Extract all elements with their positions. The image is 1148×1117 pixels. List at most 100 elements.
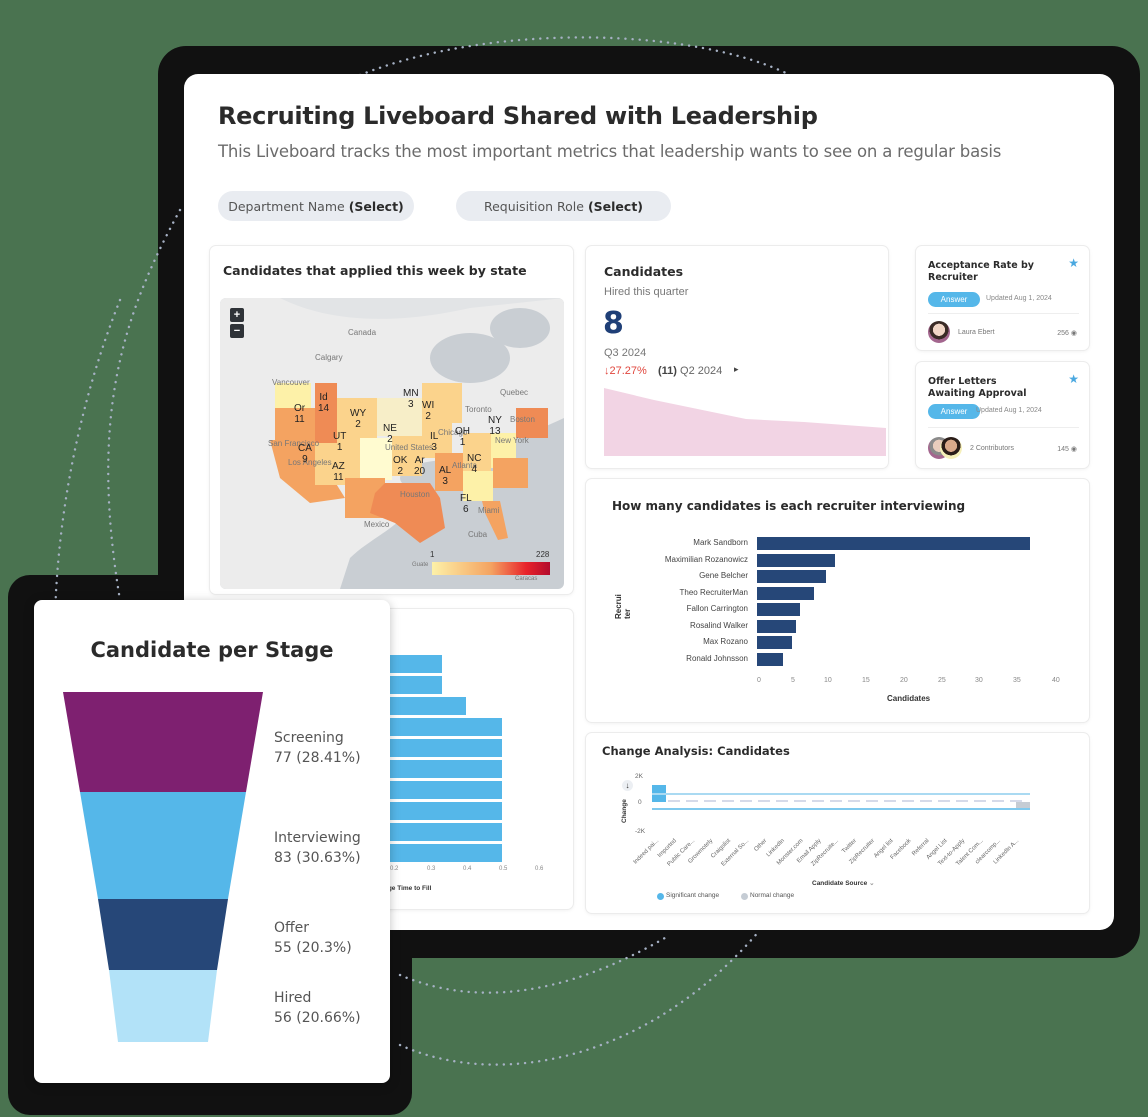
map-card-title: Candidates that applied this week by sta…	[223, 263, 527, 278]
bar[interactable]	[757, 603, 800, 616]
bar[interactable]	[380, 823, 502, 841]
x-axis-label: Candidates	[887, 694, 931, 703]
bar[interactable]	[380, 781, 502, 799]
bar[interactable]	[757, 620, 796, 633]
map-place-label: Mexico	[364, 520, 390, 529]
bar-label: Mark Sandborn	[693, 538, 748, 547]
funnel-stage-hired: Hired 56 (20.66%)	[274, 990, 361, 1026]
change-analysis-card[interactable]: Change Analysis: Candidates ↓ Change 2K …	[586, 733, 1089, 913]
funnel-title: Candidate per Stage	[90, 638, 334, 662]
state-label: IL 3	[430, 431, 439, 453]
map-card[interactable]: Candidates that applied this week by sta…	[210, 246, 573, 594]
choropleth-map[interactable]: + − Canada Calgary Vancouver Quebec Toro…	[220, 298, 564, 589]
bar[interactable]	[380, 802, 502, 820]
map-place-label: Houston	[400, 490, 430, 499]
bar-label: Ronald Johnsson	[686, 654, 748, 663]
map-place-label: Los Angeles	[288, 458, 332, 467]
eye-icon: ◉	[1070, 446, 1077, 453]
map-place-label: Guate	[412, 562, 429, 568]
map-place-label: Calgary	[315, 353, 343, 362]
legend-label: Normal change	[750, 892, 795, 899]
y-tick: 2K	[635, 773, 643, 780]
view-count: 256 ◉	[1057, 330, 1077, 337]
state-label: WY 2	[350, 408, 367, 430]
bar[interactable]	[380, 676, 442, 694]
y-axis-label: Change	[621, 799, 628, 823]
legend-max: 228	[536, 550, 550, 559]
bar[interactable]	[380, 655, 442, 673]
funnel-card[interactable]: Candidate per Stage Screening 77 (28.41%)…	[34, 600, 390, 1083]
kpi-period: Q3 2024	[604, 347, 647, 359]
bar-label: Rosalind Walker	[690, 621, 748, 630]
bar[interactable]	[380, 844, 502, 862]
x-tick: 15	[862, 677, 870, 684]
bar[interactable]	[380, 718, 502, 736]
bar[interactable]	[757, 537, 1030, 550]
legend-dot-significant	[657, 893, 664, 900]
answer-badge: Answer	[928, 404, 980, 419]
map-place-label: Quebec	[500, 388, 529, 397]
bar[interactable]	[380, 697, 466, 715]
page-subtitle: This Liveboard tracks the most important…	[218, 142, 1002, 161]
bar[interactable]	[380, 739, 502, 757]
sort-down-icon[interactable]: ↓	[622, 780, 633, 791]
funnel-stage-screening: Screening 77 (28.41%)	[274, 730, 361, 766]
answer-card[interactable]: Acceptance Rate by Recruiter ★ Answer Upd…	[916, 246, 1089, 350]
state-label: NY 13	[488, 415, 502, 437]
map-zoom-in-button[interactable]: +	[230, 308, 244, 322]
x-tick: 35	[1013, 677, 1021, 684]
state-label: Or 11	[294, 403, 306, 425]
updated-date: Updated Aug 1, 2024	[986, 295, 1052, 302]
y-tick: 0	[638, 799, 642, 806]
bar[interactable]	[757, 570, 826, 583]
bar-label: Fallon Carrington	[686, 604, 748, 613]
map-place-label: Canada	[348, 328, 377, 337]
state-label: WI 2	[422, 400, 435, 422]
kpi-card[interactable]: Candidates Hired this quarter 8 Q3 2024 …	[586, 246, 888, 468]
view-count: 145 ◉	[1057, 446, 1077, 453]
map-place-label: Toronto	[465, 405, 492, 414]
answer-badge: Answer	[928, 292, 980, 307]
x-tick: 20	[900, 677, 908, 684]
x-tick: 0.3	[427, 866, 436, 872]
map-place-label: Cuba	[468, 530, 488, 539]
kpi-change: ↓27.27%	[604, 365, 647, 377]
x-tick: 0.5	[499, 866, 508, 872]
bar[interactable]	[757, 587, 814, 600]
star-icon[interactable]: ★	[1068, 256, 1079, 270]
x-tick: 5	[791, 677, 795, 684]
bar[interactable]	[757, 653, 783, 666]
state-label: Ar 20	[414, 455, 426, 477]
answer-card[interactable]: Offer Letters Awaiting Approval ★ Answer …	[916, 362, 1089, 468]
chevron-down-icon: ⌄	[869, 880, 875, 887]
expand-arrow-icon[interactable]: ▸	[734, 364, 739, 374]
bar-label: Maximilian Rozanowicz	[664, 555, 748, 564]
state-label: AZ 11	[332, 461, 345, 483]
bar[interactable]	[380, 760, 502, 778]
map-zoom-out-button[interactable]: −	[230, 324, 244, 338]
star-icon[interactable]: ★	[1068, 372, 1079, 386]
time-to-fill-chart-card[interactable]: 0.2 0.3 0.4 0.5 0.6 Average Time to Fill	[210, 609, 573, 909]
x-tick: 0.2	[390, 866, 399, 872]
map-place-label: Caracas	[515, 576, 538, 582]
state-label: CA 9	[298, 443, 312, 465]
x-tick: 40	[1052, 677, 1060, 684]
x-category: Indeed pai...	[632, 838, 661, 866]
state-label: OK 2	[393, 455, 408, 477]
chart-title: How many candidates is each recruiter in…	[612, 499, 966, 513]
department-filter[interactable]: Department Name (Select)	[218, 191, 414, 221]
bar[interactable]	[757, 554, 835, 567]
kpi-subtitle: Hired this quarter	[604, 286, 689, 298]
avatar	[928, 321, 950, 343]
recruiter-bar-chart-card[interactable]: How many candidates is each recruiter in…	[586, 479, 1089, 722]
bar[interactable]	[757, 636, 792, 649]
map-place-label: Miami	[478, 506, 500, 515]
requisition-role-filter[interactable]: Requisition Role (Select)	[456, 191, 671, 221]
map-place-label: Boston	[510, 415, 535, 424]
x-tick: 0.6	[535, 866, 544, 872]
chart-title: Change Analysis: Candidates	[602, 744, 790, 758]
x-axis-label[interactable]: Candidate Source ⌄	[812, 880, 875, 887]
sparkline	[604, 388, 886, 456]
funnel-stage-interviewing: Interviewing 83 (30.63%)	[274, 830, 361, 866]
filter-value: (Select)	[348, 198, 404, 214]
